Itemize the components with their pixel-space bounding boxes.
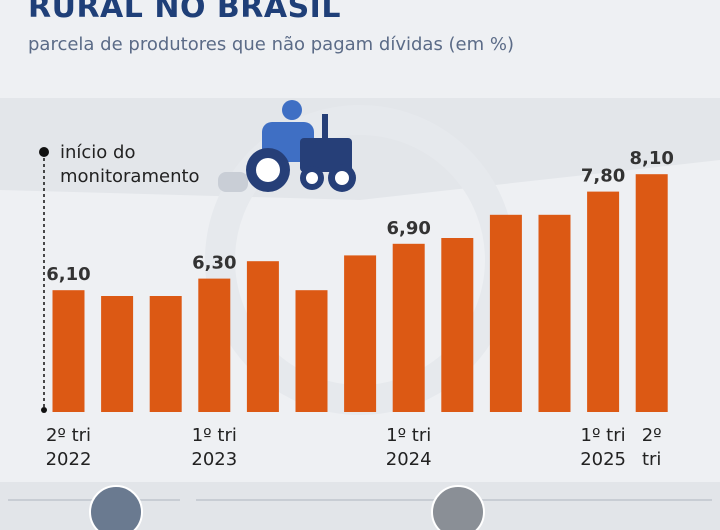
bar (52, 290, 85, 412)
value-label: 6,90 (386, 218, 430, 239)
bar (344, 255, 377, 412)
x-tick-label: 1º tri 2024 (385, 425, 432, 470)
bar (149, 296, 182, 412)
annotation-dot (41, 407, 47, 413)
bar (392, 243, 425, 412)
bar (101, 296, 134, 412)
x-tick-label: 2º tri (641, 425, 662, 470)
bar (295, 290, 328, 412)
bar (489, 214, 522, 412)
bar (538, 214, 571, 412)
bar (198, 278, 231, 412)
value-label: 7,80 (581, 166, 625, 187)
value-label: 6,30 (192, 253, 236, 274)
annotation: início do monitoramento (60, 142, 200, 187)
chart-title: RURAL NO BRASIL (28, 0, 341, 25)
portrait (89, 485, 143, 530)
chart-subtitle: parcela de produtores que não pagam dívi… (28, 34, 515, 55)
tractor-icon (218, 100, 356, 192)
portrait (431, 485, 485, 530)
value-label: 8,10 (629, 148, 673, 169)
background-band (0, 98, 720, 200)
bar (441, 238, 474, 412)
bar (246, 261, 279, 412)
x-tick-label: 1º tri 2023 (191, 425, 238, 470)
x-tick-label: 2º tri 2022 (45, 425, 92, 470)
value-label: 6,10 (46, 264, 90, 285)
bar (635, 174, 668, 412)
x-tick-label: 1º tri 2025 (580, 425, 626, 470)
bar (587, 191, 620, 412)
